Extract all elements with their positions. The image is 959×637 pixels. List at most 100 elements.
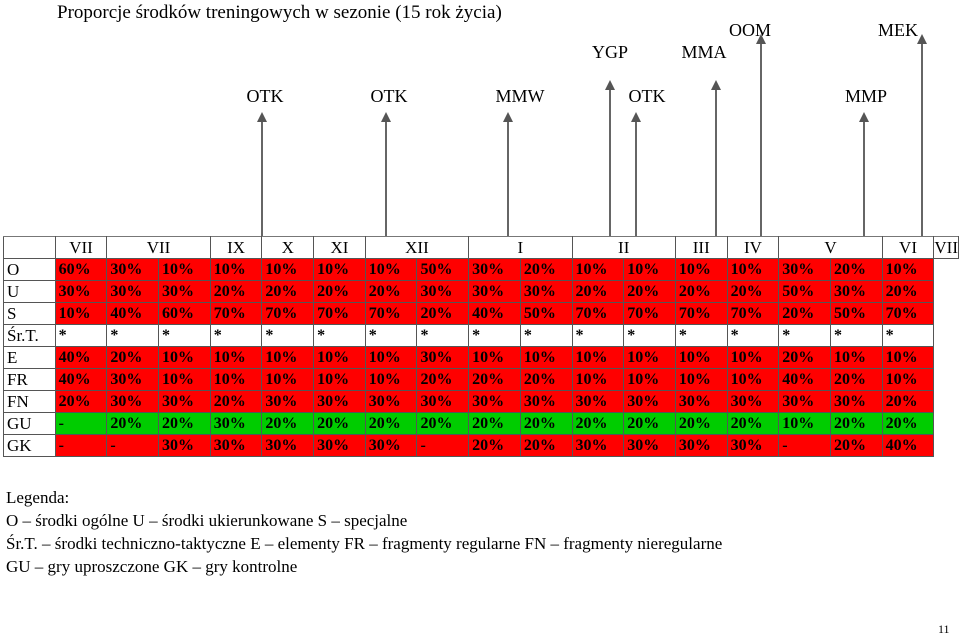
table-cell: 30% xyxy=(519,390,573,413)
table-cell: 10% xyxy=(571,258,625,281)
table-cell: 40% xyxy=(881,434,935,457)
label-mmw: MMW xyxy=(495,86,545,106)
month-header-row: VII VII IX X XI XII I II III IV V VI VII xyxy=(3,236,959,259)
table-cell: 20% xyxy=(261,412,315,435)
table-row: GU -20% 20% 30% 20% 20% 20% 20% 20% 20% 20% 20% 20% 2… xyxy=(3,412,959,435)
table-cell: 20% xyxy=(416,412,470,435)
month-header: IX xyxy=(209,236,263,259)
row-label: GK xyxy=(3,434,56,457)
table-cell: 60% xyxy=(54,258,108,281)
legend-line-3: GU – gry uproszczone GK – gry kontrolne xyxy=(6,557,298,576)
table-cell: 30% xyxy=(468,280,521,303)
legend-heading: Legenda: xyxy=(6,488,70,507)
table-cell: 10% xyxy=(364,258,418,281)
table-cell: 20% xyxy=(519,258,573,281)
table-cell: - xyxy=(106,434,160,457)
table-cell: 20% xyxy=(416,302,470,325)
table-cell: 10% xyxy=(209,346,263,369)
table-cell: 70% xyxy=(623,302,676,325)
month-header: I xyxy=(468,236,573,259)
table-cell: * xyxy=(674,324,728,347)
table-cell: * xyxy=(519,324,573,347)
table-cell: * xyxy=(313,324,366,347)
table-cell: 50% xyxy=(519,302,573,325)
table-cell: 10% xyxy=(623,368,676,391)
row-label: E xyxy=(3,346,56,369)
legend-line-1: O – środki ogólne U – środki ukierunkowa… xyxy=(6,511,408,530)
table-cell: 20% xyxy=(674,280,728,303)
table-cell: * xyxy=(778,324,831,347)
legend-line-2: Śr.T. – środki techniczno-taktyczne E – … xyxy=(6,534,723,553)
table-row: E 40% 20% 10% 10% 10% 10% 10% 30% 10% 10% 10% 10% 10%… xyxy=(3,346,959,369)
table-cell: * xyxy=(468,324,521,347)
row-label: U xyxy=(3,280,56,303)
table-cell: 30% xyxy=(571,390,625,413)
table-cell: 10% xyxy=(674,258,728,281)
table-cell: 20% xyxy=(468,368,521,391)
table-cell: 30% xyxy=(416,390,470,413)
table-row: GK - -30% 30% 30% 30% 30% -20% 20% 30% 30% 30% 30% -2… xyxy=(3,434,959,457)
table-cell: 30% xyxy=(623,390,676,413)
table-cell: * xyxy=(571,324,625,347)
training-proportions-table: VII VII IX X XI XII I II III IV V VI VII O 60% 30% 10% 10… xyxy=(3,236,959,457)
arrow-otk-1 xyxy=(257,112,267,244)
table-cell: * xyxy=(54,324,108,347)
table-cell: 70% xyxy=(674,302,728,325)
table-cell: 10% xyxy=(674,368,728,391)
table-cell: 10% xyxy=(571,368,625,391)
table-cell: 30% xyxy=(261,390,315,413)
competition-arrows xyxy=(257,34,927,260)
month-header: II xyxy=(571,236,676,259)
table-cell: 10% xyxy=(158,346,211,369)
table-cell: 30% xyxy=(158,390,211,413)
table-cell: 30% xyxy=(364,390,418,413)
month-header: XII xyxy=(364,236,470,259)
table-cell: 20% xyxy=(881,390,935,413)
table-cell: 20% xyxy=(519,434,573,457)
arrow-otk-3 xyxy=(631,112,641,244)
table-cell: 30% xyxy=(468,258,521,281)
table-cell: * xyxy=(261,324,315,347)
table-cell: 30% xyxy=(313,434,366,457)
label-mmp: MMP xyxy=(844,86,888,106)
table-cell: 30% xyxy=(778,258,831,281)
table-cell: - xyxy=(54,412,108,435)
table-cell: 20% xyxy=(468,434,521,457)
table-cell: 40% xyxy=(106,302,160,325)
table-cell: 30% xyxy=(313,390,366,413)
table-cell: 10% xyxy=(261,258,315,281)
table-cell: 10% xyxy=(313,258,366,281)
table-cell: 20% xyxy=(364,280,418,303)
table-cell: 40% xyxy=(54,368,108,391)
row-label: FN xyxy=(3,390,56,413)
table-row: U 30% 30% 30% 20% 20% 20% 20% 30% 30% 30% 20% 20% 20%… xyxy=(3,280,959,303)
table-cell: 50% xyxy=(829,302,883,325)
arrow-mma xyxy=(711,80,721,244)
table-cell: 10% xyxy=(778,412,831,435)
table-cell: 20% xyxy=(571,412,625,435)
arrow-oom xyxy=(756,34,766,244)
table-cell: * xyxy=(726,324,780,347)
table-cell: 30% xyxy=(158,280,211,303)
table-cell: 20% xyxy=(778,346,831,369)
month-header: VII xyxy=(54,236,108,259)
table-cell: 70% xyxy=(364,302,418,325)
label-mek: MEK xyxy=(878,20,918,40)
table-cell: 30% xyxy=(726,390,780,413)
table-cell: 30% xyxy=(519,280,573,303)
table-cell: 20% xyxy=(829,368,883,391)
table-cell: 50% xyxy=(778,280,831,303)
row-label: S xyxy=(3,302,56,325)
table-cell: 30% xyxy=(829,390,883,413)
table-cell: 20% xyxy=(364,412,418,435)
month-header: III xyxy=(674,236,728,259)
table-cell: 10% xyxy=(623,258,676,281)
label-ygp: YGP xyxy=(591,42,629,62)
table-cell: 10% xyxy=(158,368,211,391)
table-cell: 10% xyxy=(209,368,263,391)
table-row: FR 40% 30% 10% 10% 10% 10% 10% 20% 20% 20% 10% 10% 10… xyxy=(3,368,959,391)
table-cell: 10% xyxy=(468,346,521,369)
table-cell: - xyxy=(778,434,831,457)
table-cell: 70% xyxy=(881,302,935,325)
table-cell: 20% xyxy=(674,412,728,435)
